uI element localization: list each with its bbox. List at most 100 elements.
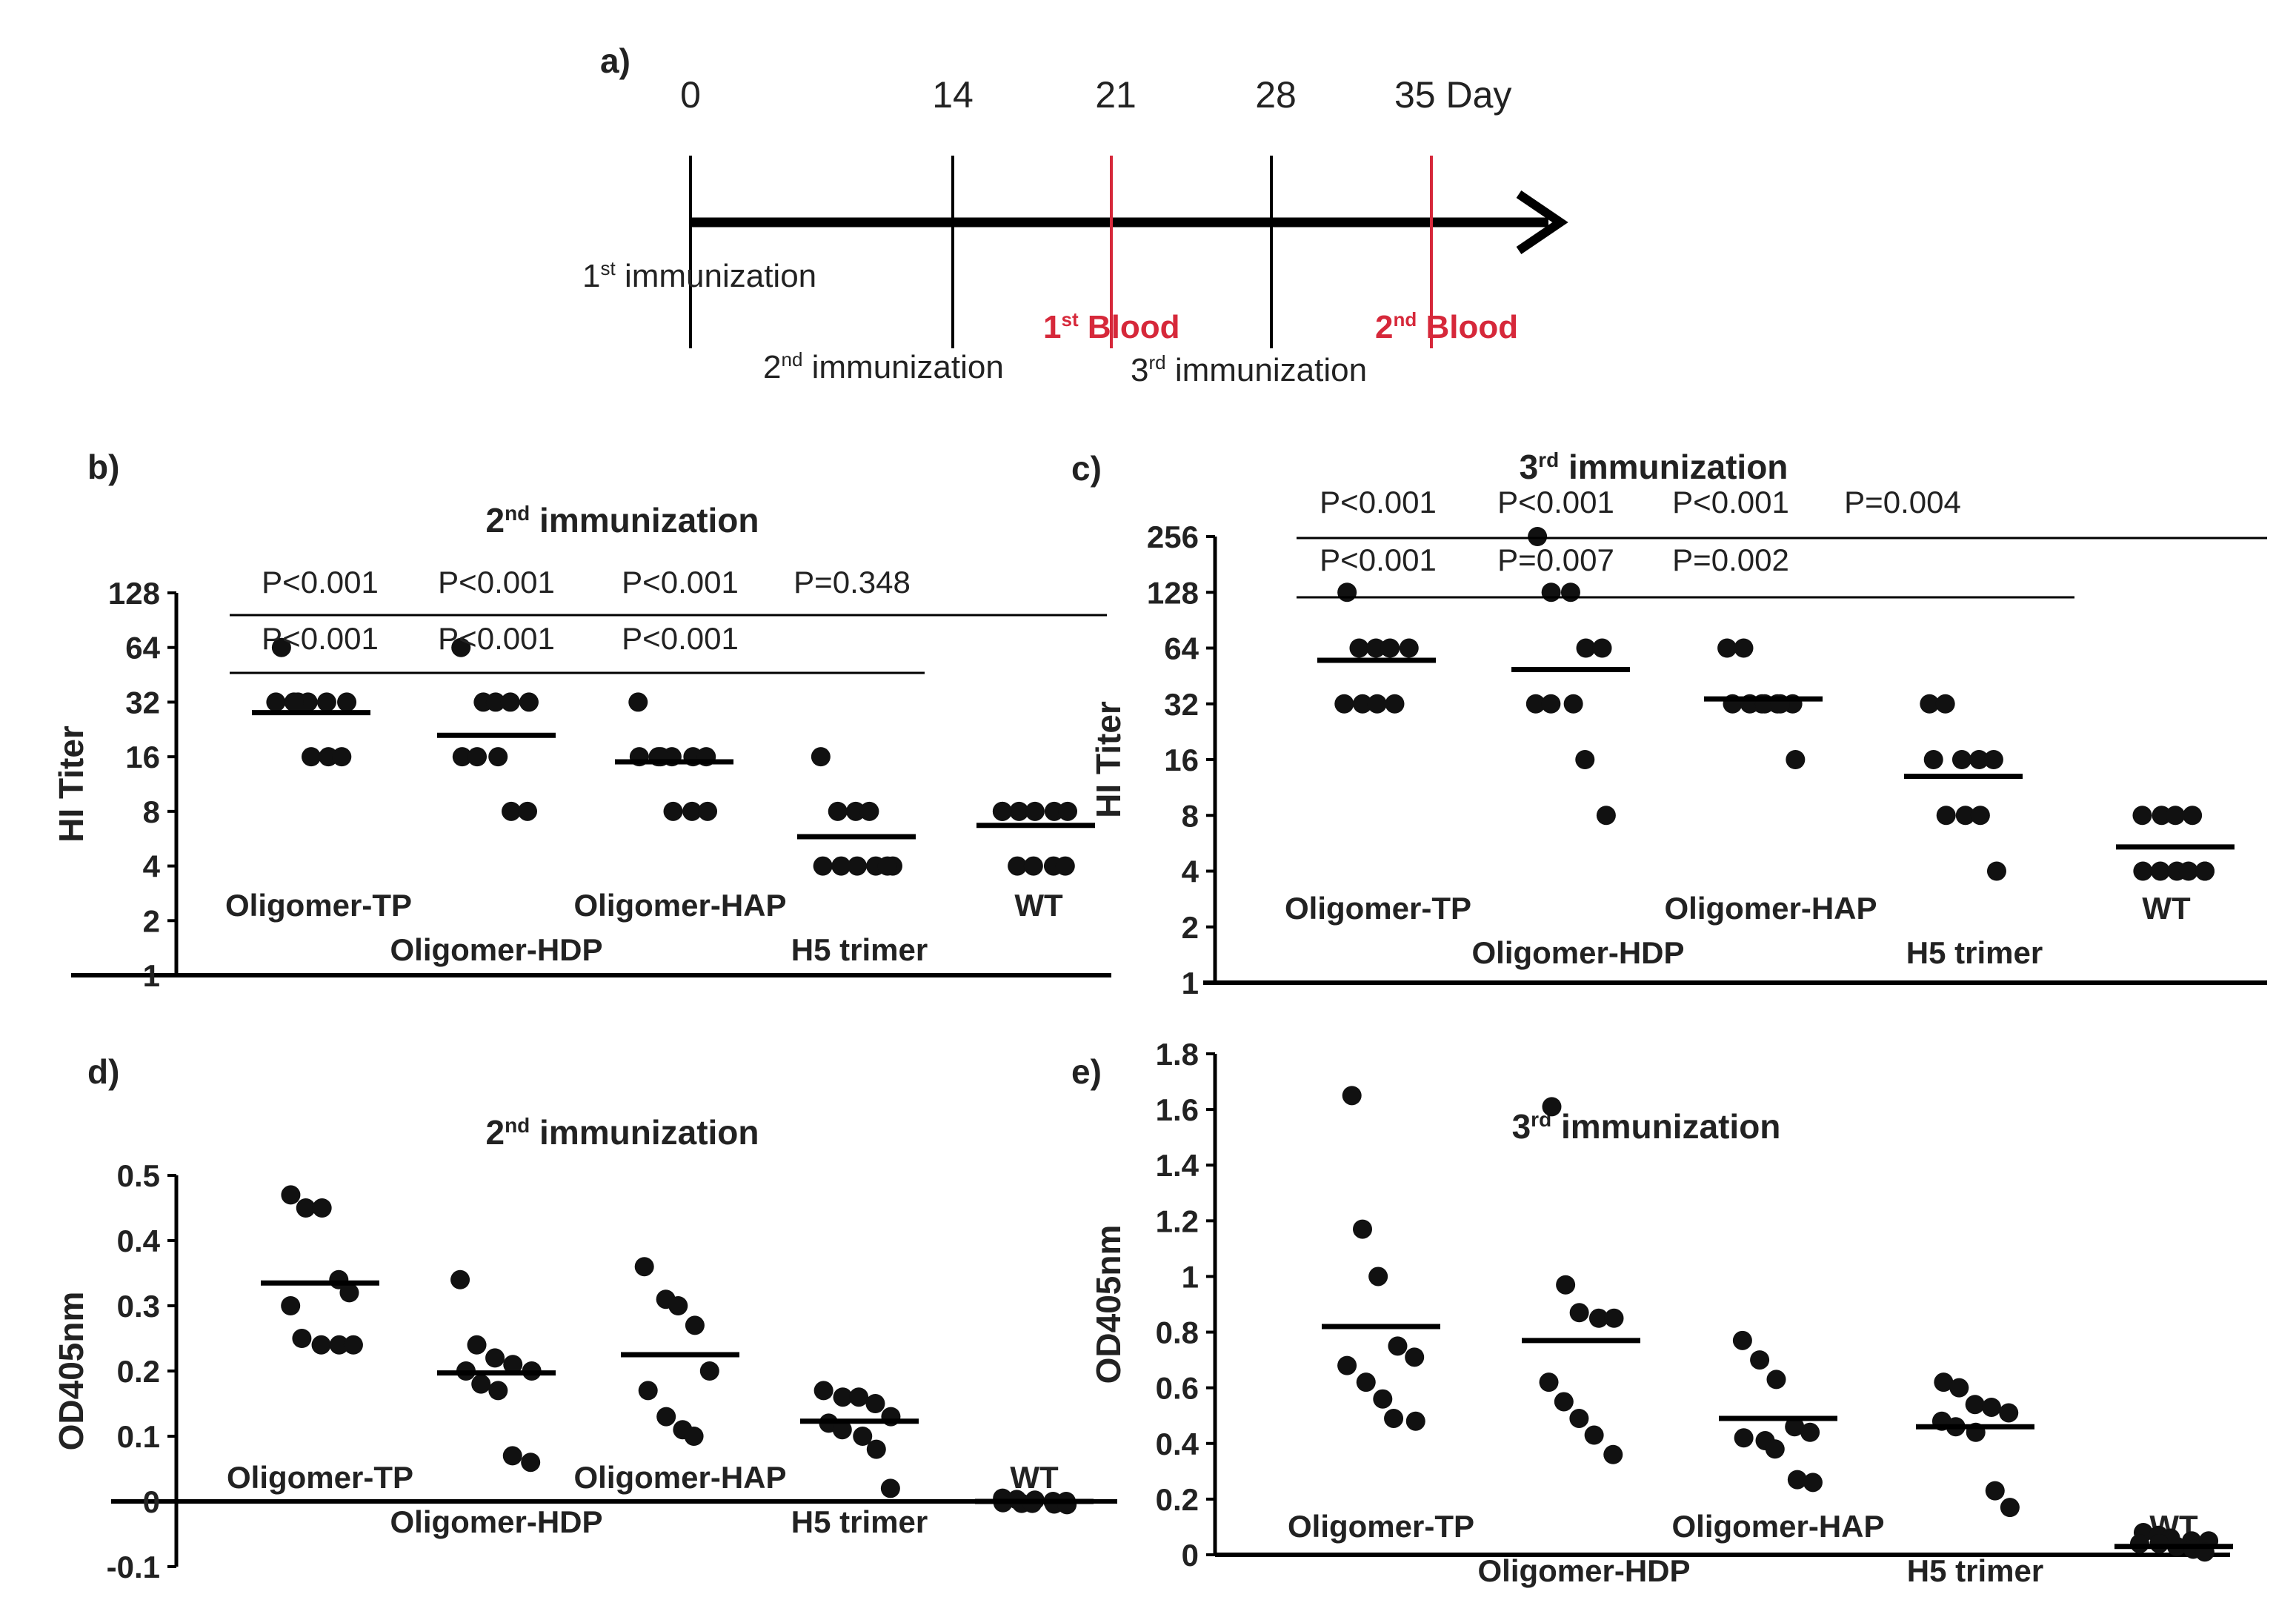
data-point: [1025, 801, 1045, 821]
data-point: [319, 747, 339, 767]
data-point: [452, 747, 472, 767]
y-axis-label: OD405nm: [1089, 1225, 1128, 1384]
data-point: [1732, 1330, 1752, 1350]
data-point: [1366, 638, 1386, 658]
data-point: [1349, 638, 1369, 658]
data-point: [2183, 806, 2203, 826]
data-point: [698, 801, 718, 821]
data-point: [1765, 1439, 1785, 1459]
data-point: [685, 1315, 705, 1335]
y-tick-label: 1.8: [1156, 1037, 1199, 1072]
category-label: Oligomer-HAP: [1671, 1509, 1884, 1544]
y-axis-label: OD405nm: [52, 1292, 90, 1451]
panel-label-d: d): [87, 1052, 119, 1091]
data-point: [485, 692, 505, 712]
y-tick-label: 0.4: [1156, 1427, 1199, 1461]
data-point: [312, 1198, 332, 1218]
data-point: [1405, 1411, 1425, 1431]
panel-label-b: b): [87, 448, 119, 486]
y-tick-label: 8: [1182, 798, 1199, 833]
chart-title: 3rd immunization: [1512, 1107, 1781, 1146]
data-point: [1750, 1350, 1770, 1370]
chart-title-sup: rd: [1538, 448, 1559, 471]
chart-title-sup: nd: [505, 1114, 530, 1137]
data-point: [1525, 694, 1545, 714]
data-point: [2133, 861, 2153, 881]
data-point: [1368, 1267, 1388, 1287]
data-point: [298, 692, 318, 712]
y-tick-label: 0.4: [117, 1224, 161, 1258]
data-point: [1935, 694, 1955, 714]
event-blood1-pre: 1: [1043, 309, 1061, 345]
data-point: [1588, 1308, 1608, 1328]
data-point: [332, 747, 352, 767]
data-point: [1592, 638, 1612, 658]
data-point: [1787, 1470, 1807, 1490]
category-label: Oligomer-TP: [1285, 891, 1471, 926]
y-tick-label: 256: [1147, 519, 1199, 554]
data-point: [1560, 582, 1580, 602]
chart-title: 2nd immunization: [485, 1113, 759, 1152]
data-point: [266, 692, 286, 712]
data-point: [1584, 1425, 1604, 1445]
event-blood2-post: Blood: [1417, 309, 1518, 345]
event-imm1-pre: 1: [582, 258, 600, 294]
y-tick-label: 1: [1182, 1259, 1199, 1294]
y-tick-label: 16: [125, 740, 160, 774]
chart-title-pre: 3: [1520, 448, 1539, 486]
data-point: [519, 692, 539, 712]
y-tick-label: 4: [1182, 854, 1199, 889]
event-imm2-post: immunization: [802, 349, 1003, 385]
data-point: [1009, 801, 1029, 821]
data-point: [663, 801, 683, 821]
data-point: [1955, 806, 1975, 826]
data-point: [339, 1283, 359, 1303]
data-point: [521, 1453, 541, 1473]
chart-title: 2nd immunization: [485, 501, 759, 540]
category-label: H5 trimer: [1907, 1553, 2043, 1588]
chart-title: 3rd immunization: [1520, 448, 1788, 486]
data-point: [329, 1335, 349, 1355]
data-point: [485, 1348, 505, 1368]
data-point: [1554, 1392, 1574, 1412]
p-value-label: P<0.001: [438, 621, 555, 656]
data-point: [1766, 1370, 1786, 1390]
event-blood2-pre: 2: [1375, 309, 1393, 345]
data-point: [668, 1296, 688, 1315]
p-value-label: P=0.348: [793, 565, 911, 600]
data-point: [853, 1427, 873, 1446]
event-blood1: 1st Blood: [1043, 308, 1179, 345]
y-tick-label: 0.1: [117, 1419, 160, 1454]
event-blood1-sup: st: [1061, 308, 1078, 331]
data-point: [1949, 1378, 1969, 1398]
data-point: [1986, 861, 2006, 881]
chart-title-pre: 2: [485, 1113, 505, 1152]
data-point: [1569, 1408, 1589, 1428]
category-label: H5 trimer: [791, 932, 928, 967]
data-point: [1981, 1397, 2001, 1417]
day-label-14: 14: [932, 74, 974, 116]
data-point: [1388, 1336, 1408, 1356]
y-axis-label: HI Titer: [1089, 701, 1128, 818]
y-tick-label: 0.2: [1156, 1482, 1199, 1517]
event-imm1: 1st immunization: [582, 257, 816, 294]
data-point: [1965, 1395, 1985, 1415]
data-point: [1969, 750, 1989, 769]
y-tick-label: 0: [143, 1484, 160, 1519]
data-point: [1800, 1422, 1820, 1442]
data-point: [1803, 1473, 1823, 1493]
chart-title-pre: 2: [485, 501, 505, 540]
category-label: Oligomer-HDP: [390, 932, 602, 967]
y-tick-label: 0.6: [1156, 1371, 1199, 1406]
data-point: [296, 1198, 316, 1218]
data-point: [880, 1478, 900, 1498]
day-label-28: 28: [1255, 74, 1297, 116]
data-point: [1576, 638, 1596, 658]
data-point: [1057, 1495, 1077, 1515]
y-axis-label: HI Titer: [52, 726, 90, 843]
data-point: [1337, 582, 1357, 602]
data-point: [1353, 694, 1373, 714]
data-point: [846, 801, 866, 821]
data-point: [656, 1407, 676, 1427]
data-point: [500, 692, 520, 712]
